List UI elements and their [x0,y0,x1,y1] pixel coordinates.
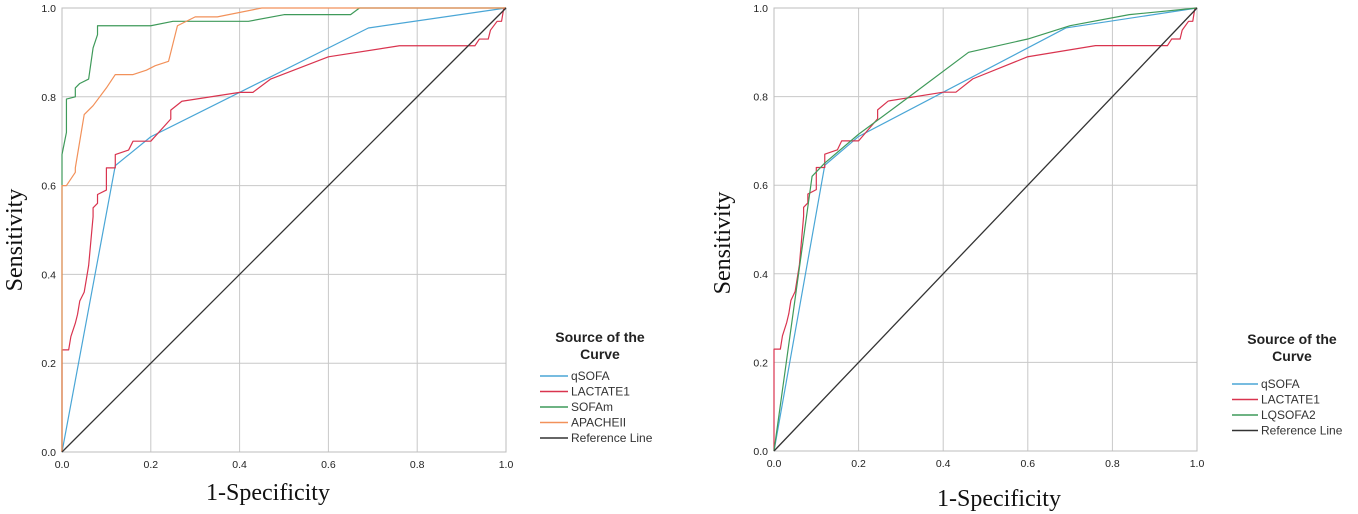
chart1-y-tick-label: 0.6 [41,181,56,193]
chart1-series-sofam [61,7,506,452]
chart2-y-tick-label: 0.0 [753,446,768,458]
chart1-x-tick-label: 0.8 [410,459,425,471]
chart1-x-tick-label: 0.4 [232,459,247,471]
chart2-x-tick-label: 0.8 [1105,458,1120,470]
chart2-series-lqsofa2 [773,7,1198,452]
chart2-x-tick-label: 0.4 [936,458,951,470]
chart1-x-tick-label: 1.0 [499,459,514,471]
chart2-x-axis-title: 1-Specificity [937,486,1061,512]
chart1-series-qsofa [61,7,507,453]
chart2-legend-label-lactate1: LACTATE1 [1261,393,1320,407]
chart1-legend-label-reference-line: Reference Line [571,431,653,445]
chart1-y-tick-label: 1.0 [41,3,56,15]
chart2-series-reference-line [773,7,1198,452]
chart2-y-tick-label: 0.8 [753,92,768,104]
chart1-series-reference-line [61,7,507,453]
chart1-y-tick-label: 0.2 [41,358,56,370]
chart2-y-tick-label: 0.2 [753,357,768,369]
chart1-legend-label-apacheii: APACHEII [571,416,626,430]
chart1-y-axis-title: Sensitivity [2,189,28,292]
chart1-y-tick-label: 0.4 [41,269,56,281]
chart1-legend-label-lactate1: LACTATE1 [571,385,630,399]
chart1-x-axis-title: 1-Specificity [206,480,330,506]
chart1-y-tick-label: 0.0 [41,447,56,459]
chart1-series-lactate1 [61,7,506,452]
chart2-x-tick-label: 0.2 [851,458,866,470]
chart1-x-tick-label: 0.0 [55,459,70,471]
chart1-legend-title: Source of the [555,329,645,345]
chart2-series-lactate1 [773,7,1197,451]
chart2-x-tick-label: 0.0 [767,458,782,470]
chart2-y-tick-label: 0.6 [753,180,768,192]
chart2-legend-title: Curve [1272,348,1312,364]
chart2-y-tick-label: 0.4 [753,269,768,281]
chart2-legend-label-lqsofa2: LQSOFA2 [1261,408,1316,422]
chart2-legend-label-reference-line: Reference Line [1261,424,1343,438]
chart2-series-qsofa [773,7,1198,452]
chart2-y-tick-label: 1.0 [753,3,768,15]
chart2-x-tick-label: 0.6 [1020,458,1035,470]
chart1-group: 0.0 0.2 0.4 0.6 0.8 1.0 0.0 0.2 0.4 0.6 0.8 1.0 1-Sp… [2,3,653,506]
chart1-legend-title: Curve [580,346,620,362]
chart2-plot-frame [773,7,1198,452]
chart1-x-tick-label: 0.2 [143,459,158,471]
chart1-legend-label-sofam: SOFAm [571,400,613,414]
chart1-series-apacheii [61,7,506,452]
chart2-legend-label-qsofa: qSOFA [1261,377,1300,391]
chart2-y-axis-title: Sensitivity [710,192,736,295]
chart2-legend-title: Source of the [1247,331,1337,347]
chart1-y-tick-label: 0.8 [41,92,56,104]
chart2-x-tick-label: 1.0 [1190,458,1205,470]
chart1-x-tick-label: 0.6 [321,459,336,471]
chart1-legend-label-qsofa: qSOFA [571,369,610,383]
chart2-group: 0.0 0.2 0.4 0.6 0.8 1.0 0.0 0.2 0.4 0.6 0.8 1.0 1-Sp… [710,3,1343,512]
